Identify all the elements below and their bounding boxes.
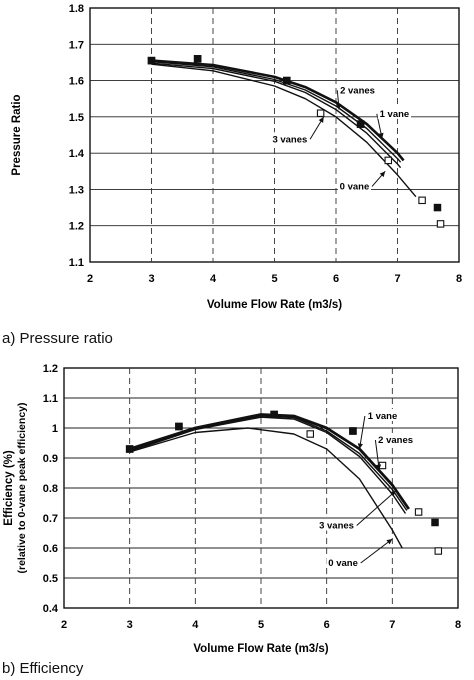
- marker-0-vane: [414, 508, 423, 516]
- annotation-arrowhead: [378, 132, 384, 139]
- series-line-1-vane: [129, 413, 410, 510]
- annotation-label: 2 vanes: [378, 435, 413, 446]
- marker-1-vane: [125, 445, 134, 453]
- marker-0-vane: [436, 220, 445, 228]
- marker-1-vane: [431, 518, 439, 527]
- annotation-label-bg: [376, 433, 415, 445]
- annotation-label: 1 vane: [368, 411, 398, 422]
- series-line-0-vane: [129, 427, 403, 549]
- caption-b: b) Efficiency: [2, 660, 84, 677]
- x-tick-label: 6: [324, 619, 330, 631]
- marker-0-vane: [316, 109, 325, 117]
- marker-1-vane: [356, 120, 365, 128]
- y-tick-label: 1.3: [69, 184, 84, 196]
- annotation-label: 0 vane: [328, 558, 358, 569]
- annotation-arrowhead: [357, 443, 363, 449]
- pressure-ratio-chart: 1.1 1.2 1.3 1.4 1.5 1.6 1.7 1.8 2 3 4 5 6 7 8 Volume Fl…: [11, 3, 462, 311]
- annotation-arrowhead: [386, 539, 393, 545]
- efficiency-chart: 0.4 0.5 0.6 0.7 0.8 0.9 1 1.1 1.2 2 3 4 5 6 7 8 Volume F…: [3, 363, 461, 655]
- x-axis-label: Volume Flow Rate (m3/s): [207, 299, 342, 311]
- annotation-label-bg: [270, 132, 310, 145]
- annotation-label-bg: [377, 106, 412, 119]
- y-tick-label: 1.7: [69, 39, 84, 51]
- marker-1-vane: [283, 76, 291, 85]
- y-axis-label-secondary: (relative to 0-vane peak efficiency): [16, 403, 28, 574]
- x-tick-label: 2: [61, 619, 67, 631]
- annotation-label-bg: [338, 83, 377, 96]
- x-tick-label: 6: [333, 273, 339, 285]
- annotation-arrowhead: [318, 116, 324, 123]
- annotation-label-bg: [317, 518, 356, 531]
- x-tick-label: 8: [455, 619, 461, 631]
- marker-1-vane: [193, 55, 202, 63]
- annotation-arrowhead: [335, 103, 342, 110]
- series-line-0-vane: [151, 63, 417, 198]
- marker-0-vane: [384, 156, 393, 165]
- y-tick-label: 0.7: [43, 513, 58, 525]
- x-tick-label: 2: [87, 273, 93, 285]
- y-tick-label: 0.8: [43, 483, 58, 495]
- series-line-2-vanes: [151, 61, 402, 163]
- annotation-label: 0 vane: [340, 181, 370, 192]
- x-tick-label: 7: [394, 273, 400, 285]
- annotation-label: 3 vanes: [272, 134, 307, 145]
- x-tick-label: 8: [456, 273, 462, 285]
- x-tick-label: 5: [258, 619, 264, 631]
- annotation-label: 2 vanes: [340, 85, 375, 96]
- annotation-arrow: [356, 490, 396, 526]
- x-tick-label: 4: [210, 273, 217, 285]
- series-line-3-vanes: [129, 416, 407, 514]
- y-tick-label: 0.9: [43, 453, 58, 465]
- x-tick-label: 4: [192, 619, 199, 631]
- y-tick-label: 1.6: [69, 76, 84, 88]
- y-tick-label: 1: [52, 423, 58, 435]
- series-line-3-vanes: [151, 62, 402, 169]
- annotation-arrow: [360, 538, 393, 564]
- annotation-arrowhead: [379, 171, 386, 178]
- annotation-label: 3 vanes: [319, 521, 354, 532]
- y-tick-label: 0.5: [43, 573, 58, 585]
- y-tick-label: 0.6: [43, 543, 58, 555]
- annotation-label-bg: [326, 556, 360, 568]
- y-tick-label: 1.1: [69, 257, 84, 269]
- series-line-1-vane: [151, 59, 405, 162]
- y-tick-label: 1.8: [69, 3, 84, 15]
- caption-a: a) Pressure ratio: [2, 330, 113, 347]
- x-axis-label: Volume Flow Rate (m3/s): [193, 643, 328, 655]
- marker-0-vane: [434, 547, 443, 555]
- y-tick-label: 1.1: [43, 393, 58, 405]
- x-tick-label: 5: [271, 273, 277, 285]
- annotation-arrow: [359, 415, 366, 450]
- y-axis-label: Efficiency (%): [3, 450, 15, 526]
- annotation-label: 1 vane: [380, 109, 410, 120]
- annotation-label-bg: [365, 409, 400, 421]
- marker-1-vane: [175, 422, 183, 431]
- marker-1-vane: [349, 427, 357, 435]
- marker-0-vane: [418, 196, 426, 205]
- annotation-arrowhead: [389, 491, 396, 497]
- marker-0-vane: [306, 430, 314, 438]
- y-axis-label: Pressure Ratio: [11, 94, 23, 175]
- marker-1-vane: [270, 410, 278, 419]
- x-tick-label: 3: [148, 273, 154, 285]
- y-tick-label: 1.4: [69, 148, 85, 160]
- marker-1-vane: [147, 56, 156, 65]
- y-tick-label: 1.5: [69, 112, 84, 124]
- annotation-arrowhead: [375, 464, 382, 470]
- marker-1-vane: [433, 203, 442, 212]
- annotation-label-bg: [337, 179, 372, 192]
- y-tick-label: 0.4: [43, 603, 59, 615]
- y-tick-label: 1.2: [43, 363, 58, 375]
- x-tick-label: 7: [389, 619, 395, 631]
- x-tick-label: 3: [127, 619, 133, 631]
- y-tick-label: 1.2: [69, 221, 84, 233]
